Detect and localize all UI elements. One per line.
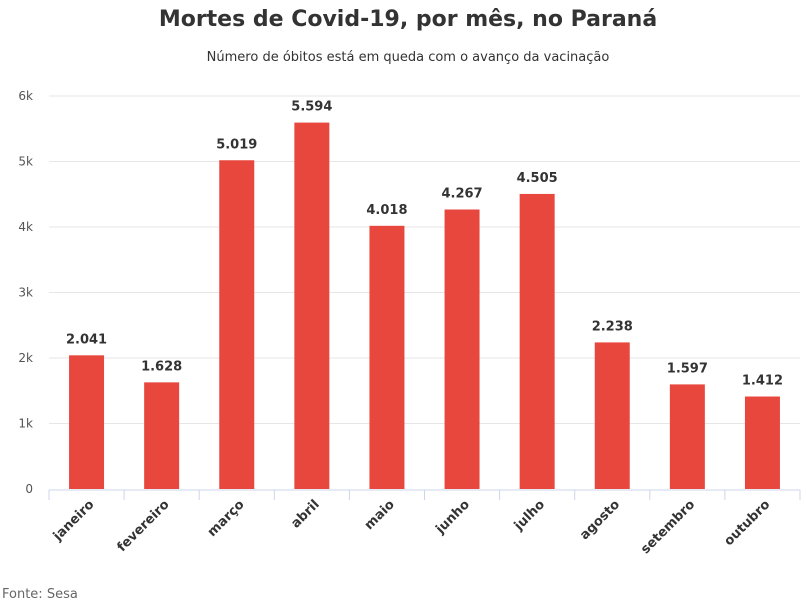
data-label: 4.018 bbox=[366, 203, 407, 218]
data-label: 4.267 bbox=[441, 187, 482, 202]
data-label: 1.628 bbox=[141, 359, 182, 374]
chart-title: Mortes de Covid-19, por mês, no Paraná bbox=[159, 7, 657, 32]
bar-janeiro bbox=[69, 355, 105, 489]
bar-agosto bbox=[594, 342, 630, 489]
x-tick-label: fevereiro bbox=[115, 497, 173, 555]
data-label: 5.019 bbox=[216, 137, 257, 152]
bar-abril bbox=[294, 122, 330, 489]
bar-maio bbox=[369, 225, 405, 490]
bar-março bbox=[219, 160, 255, 489]
x-tick-label: janeiro bbox=[50, 497, 97, 544]
x-tick-label: outubro bbox=[721, 497, 773, 549]
y-tick-label: 6k bbox=[18, 89, 33, 103]
chart-subtitle: Número de óbitos está em queda com o ava… bbox=[207, 50, 610, 65]
x-tick-label: maio bbox=[362, 497, 398, 533]
data-label: 1.412 bbox=[742, 374, 783, 389]
data-label: 2.041 bbox=[66, 332, 107, 347]
bar-outubro bbox=[744, 396, 780, 489]
data-label: 5.594 bbox=[291, 100, 332, 115]
bar-junho bbox=[444, 209, 480, 489]
y-tick-label: 2k bbox=[18, 351, 33, 365]
bar-julho bbox=[519, 193, 555, 490]
y-tick-label: 0 bbox=[25, 482, 33, 496]
x-tick-label: julho bbox=[511, 497, 548, 534]
data-label: 2.238 bbox=[592, 319, 633, 334]
x-tick-label: setembro bbox=[638, 497, 698, 557]
bar-fevereiro bbox=[144, 382, 180, 489]
y-tick-label: 5k bbox=[18, 155, 33, 169]
data-label: 4.505 bbox=[517, 171, 558, 186]
y-tick-label: 1k bbox=[18, 417, 33, 431]
x-tick-label: junho bbox=[432, 497, 472, 537]
y-tick-label: 3k bbox=[18, 286, 33, 300]
data-label: 1.597 bbox=[667, 361, 708, 376]
x-tick-label: abril bbox=[288, 497, 322, 531]
source-note: Fonte: Sesa bbox=[2, 587, 78, 602]
y-tick-label: 4k bbox=[18, 220, 33, 234]
bar-setembro bbox=[669, 384, 705, 489]
x-tick-label: agosto bbox=[577, 497, 623, 543]
x-tick-label: março bbox=[205, 497, 248, 540]
